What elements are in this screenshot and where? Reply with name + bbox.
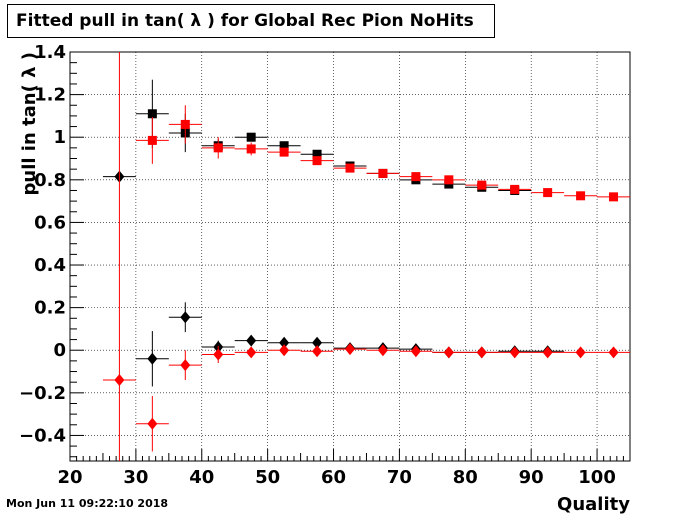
y-tick-label: 0.2 — [34, 298, 66, 319]
data-point-square — [576, 191, 586, 201]
data-point-diamond — [213, 348, 224, 361]
data-point-diamond — [180, 359, 191, 372]
data-point-diamond — [312, 345, 323, 358]
data-point-diamond — [476, 346, 487, 359]
data-points — [102, 52, 630, 461]
data-point-diamond — [279, 336, 290, 349]
y-tick-label: 0.4 — [34, 255, 66, 276]
y-tick-label: −0.4 — [19, 425, 66, 446]
x-tick-label: 30 — [123, 467, 148, 488]
data-point-diamond — [147, 352, 158, 365]
y-tick-label: 0.6 — [34, 212, 66, 233]
axes: 20 30 40 50 60 70 80 90 100 −0.4 −0.2 0 0.2 0.4 0.6 0.8… — [19, 42, 624, 488]
data-point-square — [609, 192, 619, 202]
data-point-square — [246, 132, 256, 142]
x-tick-label: 90 — [519, 467, 544, 488]
y-tick-label: 1 — [53, 127, 66, 148]
data-point-diamond — [410, 345, 421, 358]
chart-title-box: Fitted pull in tan( λ ) for Global Rec P… — [7, 4, 495, 38]
data-point-diamond — [246, 334, 257, 347]
y-tick-label: −0.2 — [19, 383, 66, 404]
y-tick-label: 0.8 — [34, 170, 66, 191]
data-point-square — [246, 144, 256, 154]
data-point-diamond — [575, 346, 586, 359]
data-point-square — [345, 163, 355, 173]
data-point-square — [312, 149, 322, 159]
x-tick-label: 100 — [578, 467, 616, 488]
x-axis-title: Quality — [557, 494, 630, 514]
y-axis-title: pull in tan( λ ) — [19, 52, 40, 196]
data-point-diamond — [443, 346, 454, 359]
x-tick-label: 40 — [189, 467, 214, 488]
data-point-square — [378, 168, 388, 178]
y-tick-label: 1.4 — [34, 42, 66, 63]
x-tick-label: 70 — [387, 467, 412, 488]
data-point-square — [147, 109, 157, 119]
data-point-square — [510, 184, 520, 194]
data-series-0 — [135, 79, 532, 195]
x-tick-label: 50 — [255, 467, 280, 488]
data-point-square — [279, 147, 289, 157]
data-point-square — [147, 135, 157, 145]
data-point-diamond — [377, 344, 388, 357]
data-point-diamond — [147, 417, 158, 430]
data-point-diamond — [312, 336, 323, 349]
grid-lines — [69, 51, 630, 461]
data-point-diamond — [114, 374, 125, 387]
data-point-square — [411, 172, 421, 182]
data-series-3 — [102, 52, 630, 461]
x-tick-label: 60 — [321, 467, 346, 488]
data-point-diamond — [279, 344, 290, 357]
data-point-diamond — [246, 346, 257, 359]
timestamp: Mon Jun 11 09:22:10 2018 — [6, 497, 169, 510]
x-tick-label: 80 — [453, 467, 478, 488]
data-point-square — [213, 143, 223, 153]
data-point-diamond — [542, 346, 553, 359]
y-tick-label: 0 — [53, 340, 66, 361]
data-point-diamond — [608, 346, 619, 359]
chart-title: Fitted pull in tan( λ ) for Global Rec P… — [16, 11, 474, 31]
x-tick-label: 20 — [57, 467, 82, 488]
y-tick-label: 1.2 — [34, 85, 66, 106]
data-point-square — [543, 188, 553, 198]
data-point-square — [477, 180, 487, 190]
data-point-diamond — [509, 346, 520, 359]
data-point-square — [279, 141, 289, 151]
data-point-diamond — [345, 343, 355, 356]
data-point-square — [444, 175, 454, 185]
data-point-diamond — [180, 311, 191, 324]
data-series-1 — [135, 105, 630, 202]
data-point-square — [312, 156, 322, 166]
data-point-square — [180, 119, 190, 129]
